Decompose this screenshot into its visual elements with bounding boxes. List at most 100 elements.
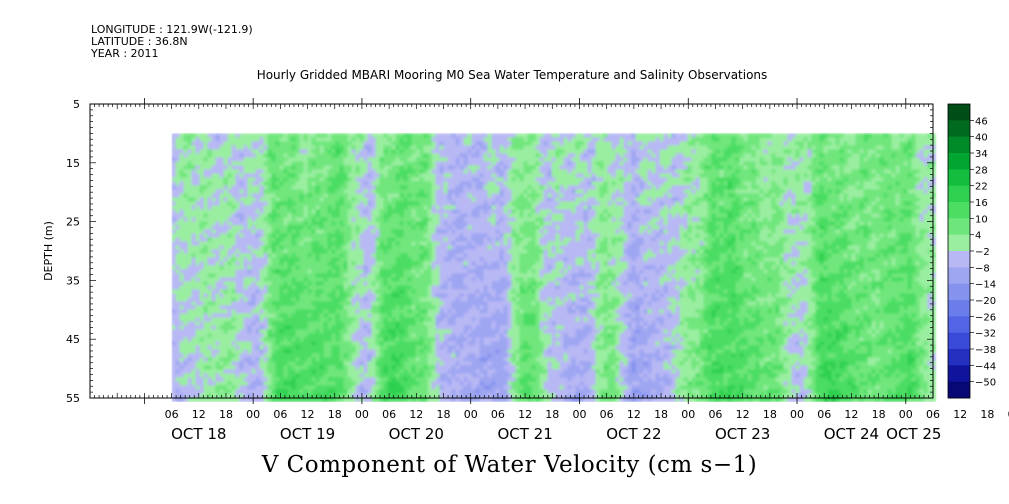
heat-cell: [231, 161, 237, 166]
heat-cell: [343, 177, 349, 182]
heat-cell: [195, 225, 201, 230]
heat-cell: [267, 329, 273, 334]
heat-cell: [259, 265, 265, 270]
heat-cell: [227, 277, 233, 282]
heat-cell: [271, 169, 277, 174]
heat-cell: [319, 221, 325, 226]
heat-cell: [187, 269, 193, 274]
heat-cell: [255, 241, 261, 246]
heat-cell: [267, 149, 273, 154]
heat-cell: [279, 361, 285, 366]
heat-cell: [187, 193, 193, 198]
heat-cell: [415, 277, 421, 282]
heat-cell: [267, 369, 273, 374]
heat-cell: [199, 261, 205, 266]
heat-cell: [431, 365, 437, 370]
heat-cell: [459, 285, 465, 290]
heat-cell: [411, 237, 417, 242]
heat-cell: [459, 145, 465, 150]
heat-cell: [319, 225, 325, 230]
heat-cell: [291, 213, 297, 218]
heat-cell: [363, 301, 369, 306]
heat-cell: [347, 245, 353, 250]
heat-cell: [287, 205, 293, 210]
heat-cell: [415, 181, 421, 186]
heat-cell: [175, 193, 181, 198]
heat-cell: [199, 225, 205, 230]
heat-cell: [239, 145, 245, 150]
heat-cell: [303, 397, 309, 402]
heat-cell: [447, 281, 453, 286]
heat-cell: [375, 233, 381, 238]
heat-cell: [343, 229, 349, 234]
heat-cell: [299, 317, 305, 322]
heat-cell: [311, 305, 317, 310]
heat-cell: [283, 349, 289, 354]
heat-cell: [387, 261, 393, 266]
heat-cell: [227, 241, 233, 246]
heat-cell: [259, 181, 265, 186]
heat-cell: [175, 217, 181, 222]
heat-cell: [367, 213, 373, 218]
heat-cell: [383, 321, 389, 326]
heat-cell: [379, 241, 385, 246]
heat-cell: [255, 385, 261, 390]
heat-cell: [391, 257, 397, 262]
heat-cell: [227, 197, 233, 202]
heat-cell: [367, 265, 373, 270]
heat-cell: [355, 213, 361, 218]
heat-cell: [239, 177, 245, 182]
heat-cell: [211, 289, 217, 294]
heat-cell: [415, 381, 421, 386]
heat-cell: [255, 217, 261, 222]
heat-cell: [175, 301, 181, 306]
heat-cell: [383, 161, 389, 166]
heat-cell: [283, 353, 289, 358]
heat-cell: [323, 253, 329, 258]
heat-cell: [331, 329, 337, 334]
heat-cell: [343, 205, 349, 210]
heat-cell: [283, 261, 289, 266]
heat-cell: [307, 273, 313, 278]
heat-cell: [427, 157, 433, 162]
heat-cell: [183, 137, 189, 142]
heat-cell: [259, 289, 265, 294]
heat-cell: [219, 229, 225, 234]
heat-cell: [219, 161, 225, 166]
heat-cell: [259, 281, 265, 286]
heat-cell: [287, 181, 293, 186]
heat-cell: [403, 305, 409, 310]
heat-cell: [271, 181, 277, 186]
heat-cell: [331, 309, 337, 314]
heat-cell: [231, 213, 237, 218]
heat-cell: [379, 393, 385, 398]
heat-cell: [407, 137, 413, 142]
heat-cell: [363, 165, 369, 170]
heat-cell: [467, 157, 473, 162]
heat-cell: [383, 353, 389, 358]
heat-cell: [291, 341, 297, 346]
heat-cell: [175, 201, 181, 206]
heat-cell: [443, 313, 449, 318]
heat-cell: [443, 261, 449, 266]
heat-cell: [191, 257, 197, 262]
heat-cell: [395, 189, 401, 194]
heat-cell: [311, 321, 317, 326]
heat-cell: [291, 313, 297, 318]
heat-cell: [307, 133, 313, 138]
heat-cell: [263, 329, 269, 334]
heat-cell: [355, 265, 361, 270]
heat-cell: [419, 337, 425, 342]
heat-cell: [267, 321, 273, 326]
heat-cell: [211, 165, 217, 170]
heat-cell: [411, 361, 417, 366]
heat-cell: [207, 197, 213, 202]
heat-cell: [411, 345, 417, 350]
heat-cell: [447, 181, 453, 186]
heat-cell: [315, 281, 321, 286]
heat-cell: [171, 313, 177, 318]
heat-cell: [171, 389, 177, 394]
heat-cell: [171, 369, 177, 374]
heat-cell: [295, 169, 301, 174]
heat-cell: [447, 173, 453, 178]
